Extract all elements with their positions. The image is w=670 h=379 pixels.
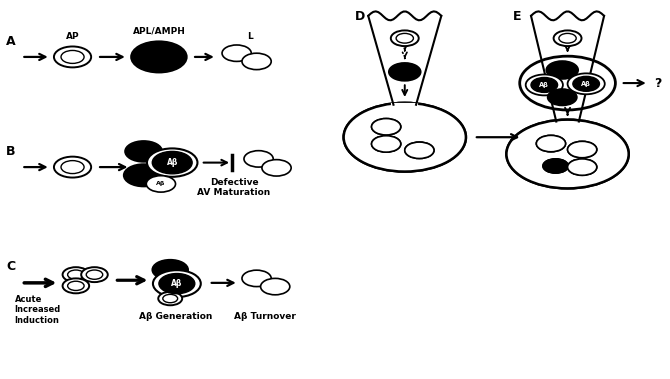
Text: Acute
Increased
Induction: Acute Increased Induction [15, 295, 61, 324]
Circle shape [567, 74, 605, 94]
Text: Aβ: Aβ [582, 81, 591, 87]
Text: B: B [6, 145, 15, 158]
Text: D: D [355, 10, 365, 23]
Text: Defective
AV Maturation: Defective AV Maturation [198, 177, 271, 197]
Circle shape [68, 281, 84, 290]
Circle shape [546, 61, 578, 79]
Circle shape [567, 141, 597, 158]
Circle shape [573, 76, 600, 91]
Circle shape [62, 267, 89, 282]
Text: AP: AP [66, 32, 79, 41]
Circle shape [152, 151, 192, 174]
Circle shape [81, 267, 108, 282]
Circle shape [152, 260, 188, 280]
Circle shape [54, 47, 91, 67]
Circle shape [547, 89, 577, 105]
Circle shape [391, 30, 419, 46]
Circle shape [520, 56, 616, 110]
Text: A: A [6, 34, 15, 47]
Circle shape [147, 149, 198, 177]
Circle shape [158, 292, 182, 305]
Circle shape [372, 119, 401, 135]
Text: Aβ: Aβ [167, 158, 178, 167]
Circle shape [507, 120, 628, 188]
Circle shape [405, 142, 434, 158]
Text: Aβ: Aβ [539, 82, 549, 88]
Circle shape [405, 142, 434, 158]
Circle shape [242, 53, 271, 70]
Text: APL/AMPH: APL/AMPH [133, 27, 186, 36]
Circle shape [526, 75, 563, 96]
Circle shape [86, 270, 103, 279]
Circle shape [536, 135, 565, 152]
Text: L: L [247, 32, 253, 41]
Circle shape [344, 103, 466, 172]
Circle shape [124, 164, 163, 186]
Circle shape [531, 77, 557, 92]
Circle shape [567, 141, 597, 158]
Circle shape [131, 41, 187, 73]
Circle shape [163, 294, 178, 303]
Circle shape [153, 270, 201, 297]
Text: C: C [6, 260, 15, 274]
Circle shape [62, 279, 89, 293]
Circle shape [372, 136, 401, 152]
Circle shape [222, 45, 251, 61]
Circle shape [61, 161, 84, 174]
Circle shape [68, 270, 84, 279]
Circle shape [536, 135, 565, 152]
Circle shape [146, 176, 176, 192]
Circle shape [261, 279, 290, 295]
Circle shape [244, 151, 273, 167]
Circle shape [567, 159, 597, 175]
Text: Aβ Turnover: Aβ Turnover [234, 312, 296, 321]
Text: E: E [513, 10, 521, 23]
Circle shape [543, 159, 568, 173]
Circle shape [507, 120, 628, 188]
Circle shape [159, 274, 195, 294]
Circle shape [125, 141, 162, 162]
Text: Aβ: Aβ [171, 279, 182, 288]
Circle shape [567, 159, 597, 175]
Circle shape [543, 159, 568, 173]
Circle shape [396, 33, 413, 43]
Circle shape [559, 33, 576, 43]
Circle shape [553, 30, 582, 46]
Circle shape [242, 270, 271, 287]
Circle shape [262, 160, 291, 176]
Circle shape [389, 63, 421, 81]
Text: Aβ: Aβ [156, 182, 165, 186]
Text: ?: ? [654, 77, 661, 89]
Circle shape [54, 157, 91, 177]
Text: Aβ Generation: Aβ Generation [139, 312, 212, 321]
Circle shape [344, 103, 466, 172]
Circle shape [372, 119, 401, 135]
Circle shape [372, 136, 401, 152]
Circle shape [61, 50, 84, 63]
